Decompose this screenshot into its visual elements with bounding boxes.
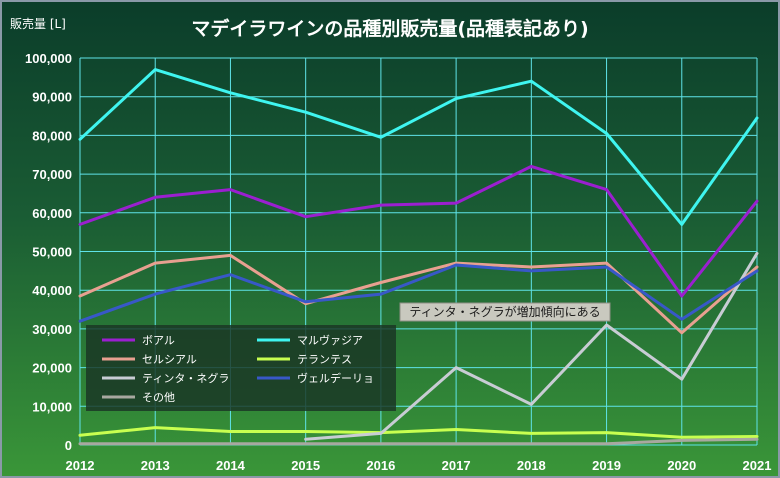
legend-label: マルヴァジア	[297, 333, 363, 347]
legend-label: ティンタ・ネグラ	[142, 371, 229, 385]
y-tick-label: 80,000	[32, 128, 72, 143]
x-tick-label: 2013	[141, 458, 170, 473]
x-tick-label: 2018	[517, 458, 546, 473]
series-line-6	[78, 437, 759, 446]
x-tick-label: 2016	[366, 458, 395, 473]
legend-label: その他	[142, 391, 175, 404]
y-tick-label: 30,000	[32, 322, 72, 337]
annotation-box	[399, 302, 611, 322]
series-line-1	[78, 68, 759, 226]
series-lines	[78, 68, 759, 446]
y-tick-label: 60,000	[32, 206, 72, 221]
legend-label: テランテス	[297, 353, 352, 366]
series-line-0	[78, 164, 759, 298]
y-tick-label: 0	[65, 438, 72, 453]
y-axis-ticks: 0 10,000 20,000 30,000 40,000 50,000 60,000 70,…	[25, 51, 72, 453]
series-line-5	[78, 263, 759, 323]
y-tick-label: 10,000	[32, 399, 72, 414]
legend-label: セルシアル	[142, 353, 197, 366]
x-tick-label: 2017	[442, 458, 471, 473]
x-axis-ticks: 2012 2013 2014 2015 2016 2017 2018 2019 2020 2021	[66, 458, 772, 473]
series-line-4	[304, 251, 759, 441]
y-tick-label: 100,000	[25, 51, 72, 66]
x-tick-label: 2012	[66, 458, 95, 473]
x-tick-label: 2015	[291, 458, 320, 473]
legend-background	[86, 325, 396, 411]
series-line-3	[78, 426, 759, 439]
annotation-text: ティンタ・ネグラが増加傾向にある	[409, 304, 600, 319]
x-tick-label: 2020	[667, 458, 696, 473]
y-tick-label: 90,000	[32, 90, 72, 105]
y-tick-label: 20,000	[32, 361, 72, 376]
x-tick-label: 2014	[216, 458, 246, 473]
y-tick-label: 50,000	[32, 245, 72, 260]
annotation: ティンタ・ネグラが増加傾向にある	[399, 302, 611, 322]
y-tick-label: 70,000	[32, 167, 72, 182]
legend-label: ボアル	[142, 334, 175, 347]
x-tick-label: 2021	[743, 458, 772, 473]
y-tick-label: 40,000	[32, 283, 72, 298]
y-axis-label: 販売量 [L]	[10, 16, 66, 31]
chart-title: マデイラワインの品種別販売量(品種表記あり)	[191, 17, 588, 40]
series-line-2	[78, 253, 759, 335]
x-tick-label: 2019	[592, 458, 621, 473]
legend-label: ヴェルデーリョ	[297, 371, 374, 385]
